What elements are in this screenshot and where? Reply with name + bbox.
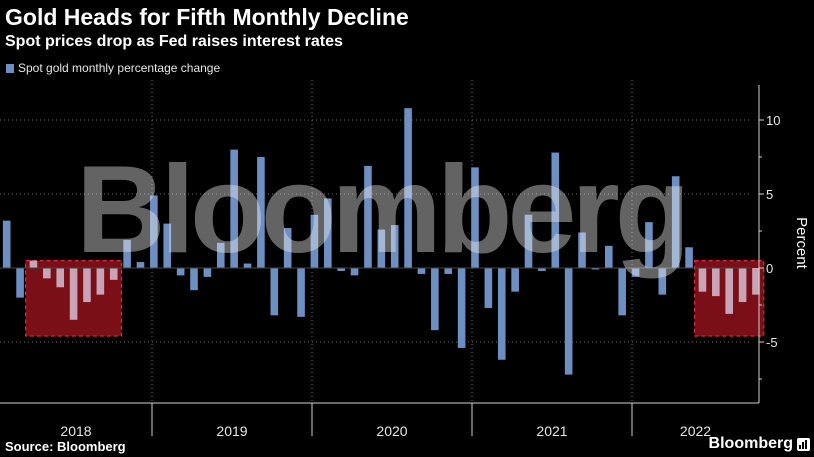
legend: Spot gold monthly percentage change	[6, 61, 220, 75]
x-tick-label: 2022	[680, 423, 711, 439]
bar	[390, 225, 399, 268]
bar	[631, 268, 640, 277]
bar	[69, 268, 78, 320]
bar	[524, 214, 533, 268]
bar	[350, 268, 359, 276]
legend-label: Spot gold monthly percentage change	[18, 61, 221, 75]
bar	[417, 268, 426, 274]
bar	[203, 268, 212, 277]
bar	[538, 268, 546, 271]
bar	[444, 268, 453, 274]
y-tick-label: 5	[766, 187, 773, 202]
bar	[671, 176, 680, 268]
bar	[216, 242, 225, 268]
x-tick-label: 2021	[536, 423, 567, 439]
bar	[83, 268, 91, 303]
bar	[136, 262, 145, 268]
legend-swatch	[6, 63, 14, 73]
bar	[29, 260, 38, 268]
bar	[16, 268, 24, 298]
x-tick-label: 2018	[60, 423, 91, 439]
bar	[658, 268, 667, 295]
bar	[96, 268, 105, 295]
bar	[257, 157, 265, 268]
bar	[337, 268, 345, 271]
bar	[591, 268, 600, 270]
x-tick-label: 2019	[216, 423, 247, 439]
bar	[698, 268, 707, 292]
bar	[163, 223, 172, 268]
bar	[471, 167, 479, 268]
bar	[511, 268, 519, 292]
bar	[618, 268, 626, 316]
brand-name: Bloomberg	[708, 435, 793, 452]
bar	[2, 220, 11, 268]
bar	[56, 268, 65, 288]
bar	[176, 268, 185, 276]
bar	[123, 239, 131, 268]
bar	[551, 152, 560, 268]
bar	[712, 268, 720, 297]
bar	[297, 268, 305, 317]
bar	[564, 268, 573, 375]
y-axis-label: Percent	[793, 217, 810, 270]
source-note: Source: Bloomberg	[5, 439, 126, 454]
bar	[324, 198, 332, 268]
bar	[484, 268, 493, 308]
bar	[645, 222, 653, 268]
brand-logo: Bloomberg	[709, 435, 810, 453]
bar	[457, 268, 466, 348]
bar	[431, 268, 439, 331]
x-tick-label: 2020	[376, 423, 407, 439]
bar	[230, 149, 238, 268]
chart-subtitle: Spot prices drop as Fed raises interest …	[5, 33, 343, 50]
y-tick-label: 10	[766, 113, 780, 128]
bar	[604, 245, 613, 268]
bar	[43, 268, 51, 279]
bar	[364, 165, 372, 268]
chart-title: Gold Heads for Fifth Monthly Decline	[5, 4, 409, 30]
bar	[377, 229, 386, 268]
bar	[497, 268, 506, 360]
bar-chart-icon	[797, 437, 810, 451]
bar	[310, 214, 319, 268]
bar	[725, 268, 734, 314]
bar	[578, 232, 586, 268]
y-tick-label: 0	[766, 261, 773, 276]
bar	[150, 195, 158, 268]
bar	[685, 247, 693, 268]
bar	[270, 268, 279, 316]
y-tick-label: -5	[766, 335, 778, 350]
bar	[190, 268, 198, 291]
bar	[752, 268, 760, 295]
bar	[283, 228, 292, 268]
bar	[404, 108, 412, 268]
bar	[243, 263, 252, 268]
bar	[738, 268, 747, 303]
bar	[109, 268, 118, 280]
